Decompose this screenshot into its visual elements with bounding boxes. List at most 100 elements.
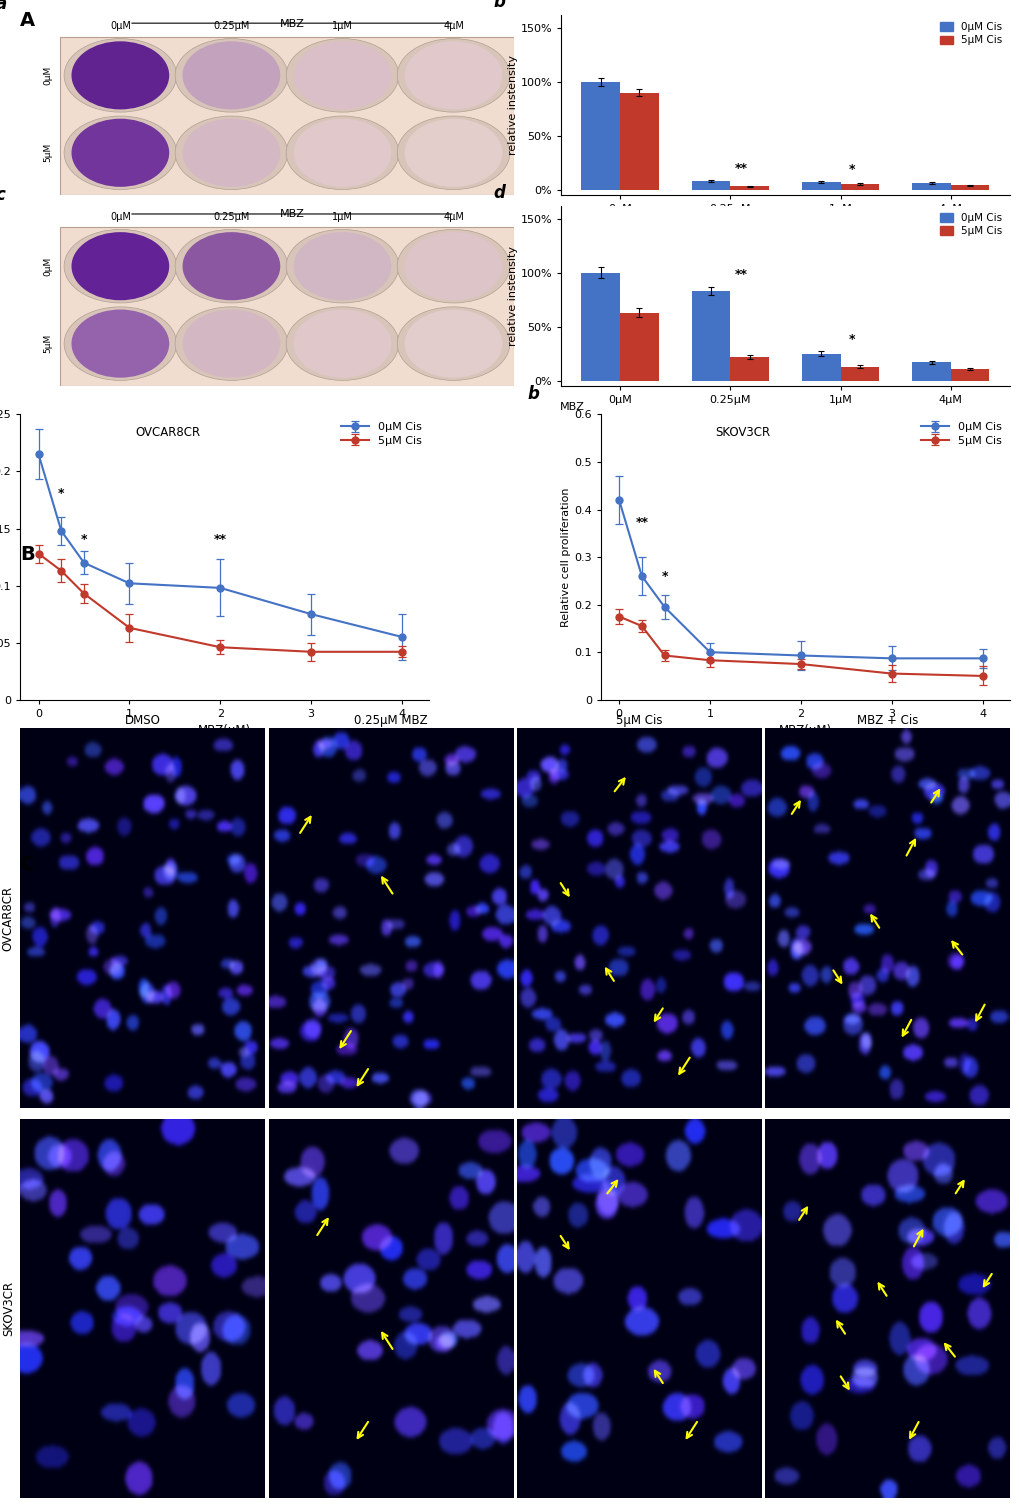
Ellipse shape bbox=[64, 116, 176, 190]
Text: b: b bbox=[493, 0, 505, 12]
Text: MBZ: MBZ bbox=[558, 402, 584, 413]
Text: **: ** bbox=[734, 161, 747, 175]
Ellipse shape bbox=[405, 41, 502, 110]
Ellipse shape bbox=[175, 307, 287, 381]
Text: b: b bbox=[527, 386, 539, 404]
Ellipse shape bbox=[293, 232, 391, 300]
Ellipse shape bbox=[182, 119, 280, 187]
Legend: 0μM Cis, 5μM Cis: 0μM Cis, 5μM Cis bbox=[338, 420, 423, 447]
Text: MBZ: MBZ bbox=[558, 211, 584, 221]
Bar bbox=[620, 313, 658, 381]
Text: 4μM: 4μM bbox=[442, 212, 464, 221]
Y-axis label: Relative cell proliferation: Relative cell proliferation bbox=[560, 488, 571, 626]
Ellipse shape bbox=[293, 41, 391, 110]
Title: MBZ + Cis: MBZ + Cis bbox=[856, 714, 917, 727]
Text: *: * bbox=[81, 533, 88, 545]
Text: C: C bbox=[20, 855, 35, 875]
Ellipse shape bbox=[405, 232, 502, 300]
Bar bbox=[840, 184, 878, 190]
Bar bbox=[840, 366, 878, 381]
Text: 0μM: 0μM bbox=[110, 212, 130, 221]
Ellipse shape bbox=[396, 39, 510, 111]
Text: *: * bbox=[58, 486, 64, 500]
Ellipse shape bbox=[286, 229, 398, 303]
Text: 1μM: 1μM bbox=[332, 21, 353, 32]
Text: B: B bbox=[20, 545, 35, 565]
Ellipse shape bbox=[286, 39, 398, 111]
Ellipse shape bbox=[71, 119, 169, 187]
Ellipse shape bbox=[286, 116, 398, 190]
Text: *: * bbox=[848, 333, 854, 346]
Text: MBZ: MBZ bbox=[279, 18, 304, 29]
Text: 4μM: 4μM bbox=[442, 21, 464, 32]
Text: A: A bbox=[20, 11, 36, 30]
Title: DMSO: DMSO bbox=[124, 714, 160, 727]
Text: 1μM: 1μM bbox=[332, 212, 353, 221]
Bar bbox=[60, 227, 514, 386]
Ellipse shape bbox=[286, 307, 398, 381]
Text: 5μM: 5μM bbox=[44, 143, 52, 163]
Ellipse shape bbox=[396, 116, 510, 190]
Text: MBZ: MBZ bbox=[279, 209, 304, 220]
Bar bbox=[950, 185, 988, 190]
Bar bbox=[730, 357, 768, 381]
Ellipse shape bbox=[182, 232, 280, 300]
Text: 0.25μM: 0.25μM bbox=[213, 21, 250, 32]
Ellipse shape bbox=[405, 310, 502, 378]
Bar bbox=[620, 93, 658, 190]
Ellipse shape bbox=[71, 232, 169, 300]
Ellipse shape bbox=[64, 229, 176, 303]
Text: *: * bbox=[848, 163, 854, 176]
Bar bbox=[691, 291, 730, 381]
Bar bbox=[581, 81, 620, 190]
Text: SKOV3CR: SKOV3CR bbox=[714, 426, 769, 438]
Y-axis label: SKOV3CR: SKOV3CR bbox=[2, 1282, 15, 1336]
Ellipse shape bbox=[182, 41, 280, 110]
Bar bbox=[691, 181, 730, 190]
X-axis label: MBZ(μM): MBZ(μM) bbox=[198, 724, 251, 738]
Ellipse shape bbox=[396, 229, 510, 303]
Ellipse shape bbox=[175, 229, 287, 303]
Y-axis label: relative instensity: relative instensity bbox=[507, 245, 518, 346]
Text: **: ** bbox=[214, 533, 226, 545]
Text: **: ** bbox=[734, 268, 747, 282]
Text: OVCAR8CR: OVCAR8CR bbox=[135, 426, 200, 438]
Ellipse shape bbox=[71, 41, 169, 110]
Text: *: * bbox=[660, 571, 667, 583]
Legend: 0μM Cis, 5μM Cis: 0μM Cis, 5μM Cis bbox=[937, 20, 1004, 48]
Ellipse shape bbox=[293, 119, 391, 187]
Ellipse shape bbox=[182, 310, 280, 378]
Bar bbox=[60, 36, 514, 196]
Bar bbox=[730, 187, 768, 190]
Bar bbox=[801, 182, 840, 190]
Title: 5μM Cis: 5μM Cis bbox=[615, 714, 661, 727]
Ellipse shape bbox=[64, 307, 176, 381]
Ellipse shape bbox=[293, 310, 391, 378]
Bar bbox=[581, 273, 620, 381]
Text: d: d bbox=[493, 184, 505, 202]
Ellipse shape bbox=[64, 39, 176, 111]
Bar bbox=[911, 363, 950, 381]
Text: a: a bbox=[0, 0, 7, 14]
Bar bbox=[950, 369, 988, 381]
X-axis label: MBZ(μM): MBZ(μM) bbox=[779, 724, 832, 738]
Ellipse shape bbox=[175, 39, 287, 111]
Legend: 0μM Cis, 5μM Cis: 0μM Cis, 5μM Cis bbox=[918, 420, 1004, 447]
Ellipse shape bbox=[396, 307, 510, 381]
Text: **: ** bbox=[635, 515, 648, 529]
Text: 0.25μM: 0.25μM bbox=[213, 212, 250, 221]
Ellipse shape bbox=[175, 116, 287, 190]
Bar bbox=[801, 354, 840, 381]
Y-axis label: relative instensity: relative instensity bbox=[507, 56, 518, 155]
Y-axis label: OVCAR8CR: OVCAR8CR bbox=[2, 886, 15, 950]
Text: 0μM: 0μM bbox=[110, 21, 130, 32]
Bar bbox=[911, 184, 950, 190]
Ellipse shape bbox=[405, 119, 502, 187]
Text: c: c bbox=[0, 187, 5, 205]
Ellipse shape bbox=[71, 310, 169, 378]
Title: 0.25μM MBZ: 0.25μM MBZ bbox=[354, 714, 427, 727]
Legend: 0μM Cis, 5μM Cis: 0μM Cis, 5μM Cis bbox=[937, 211, 1004, 238]
Text: 5μM: 5μM bbox=[44, 334, 52, 354]
Text: 0μM: 0μM bbox=[44, 66, 52, 84]
Text: 0μM: 0μM bbox=[44, 256, 52, 276]
